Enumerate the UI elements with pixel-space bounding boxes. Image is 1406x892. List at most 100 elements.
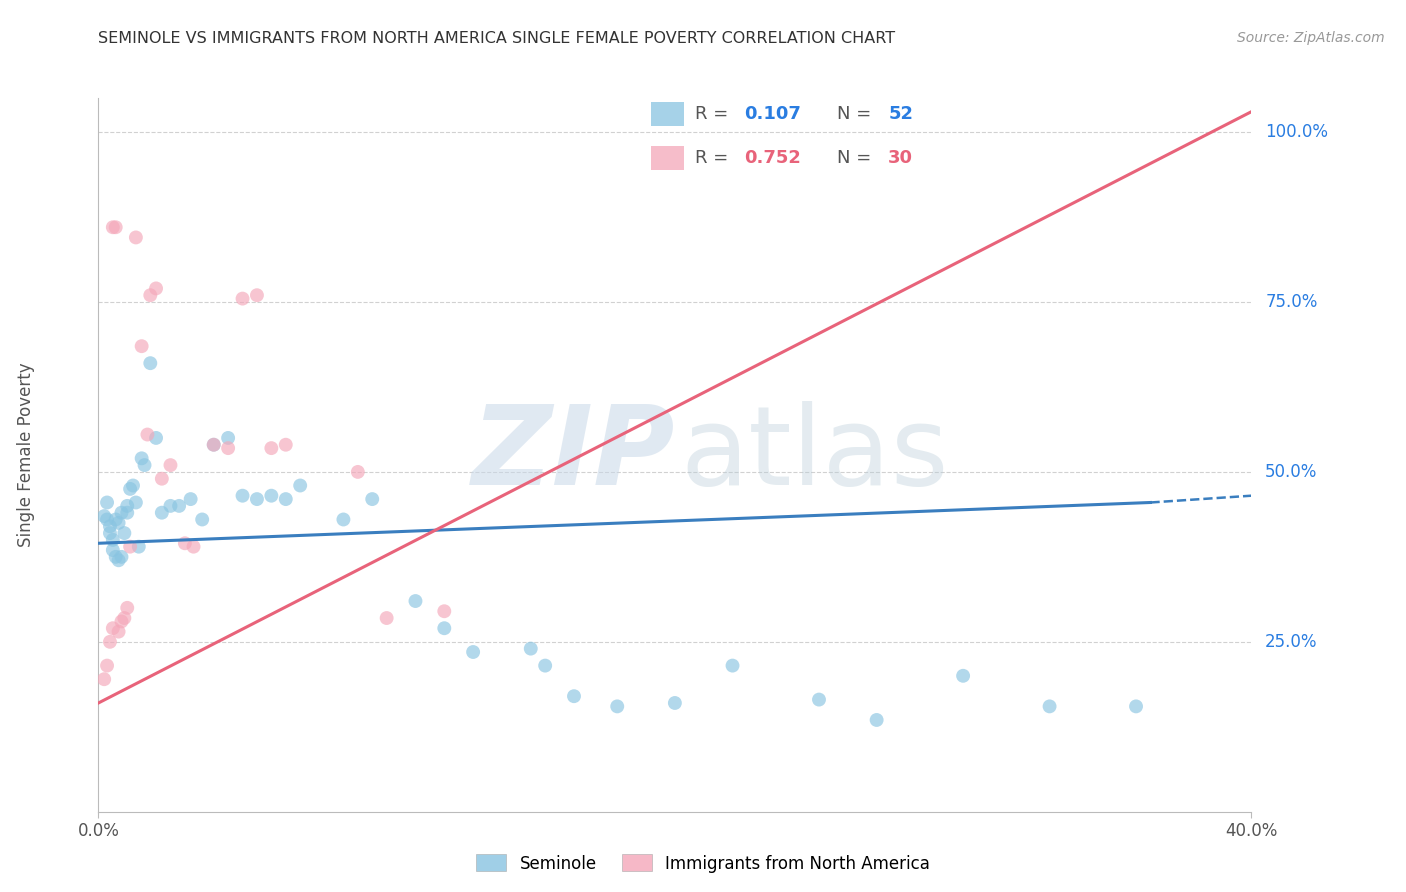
Point xyxy=(433,604,456,618)
Point xyxy=(101,621,124,635)
Point xyxy=(290,478,312,492)
Point xyxy=(117,499,138,513)
Legend: Seminole, Immigrants from North America: Seminole, Immigrants from North America xyxy=(470,847,936,880)
Point xyxy=(131,451,153,466)
Point xyxy=(1125,699,1147,714)
Point xyxy=(231,292,254,306)
Text: 50.0%: 50.0% xyxy=(1265,463,1317,481)
Point xyxy=(866,713,889,727)
Point xyxy=(93,509,115,524)
Point xyxy=(346,465,368,479)
Text: ZIP: ZIP xyxy=(471,401,675,508)
Point xyxy=(191,512,214,526)
Point xyxy=(136,427,159,442)
Text: 30: 30 xyxy=(889,149,914,167)
Point xyxy=(134,458,156,472)
Point xyxy=(112,526,135,541)
Text: N =: N = xyxy=(837,105,877,123)
Point xyxy=(260,441,283,455)
Text: 100.0%: 100.0% xyxy=(1265,123,1329,141)
Point xyxy=(112,611,135,625)
Point xyxy=(150,472,173,486)
Point xyxy=(96,495,118,509)
Text: atlas: atlas xyxy=(681,401,949,508)
Bar xyxy=(651,102,683,126)
Point xyxy=(183,540,205,554)
Point xyxy=(167,499,190,513)
Point xyxy=(98,526,121,541)
Point xyxy=(1038,699,1062,714)
Point xyxy=(274,438,297,452)
Point xyxy=(217,441,239,455)
Text: N =: N = xyxy=(837,149,877,167)
Point xyxy=(534,658,557,673)
Point xyxy=(104,549,127,564)
Point xyxy=(107,516,129,530)
Point xyxy=(174,536,197,550)
Y-axis label: Single Female Poverty: Single Female Poverty xyxy=(17,363,35,547)
Point xyxy=(96,658,118,673)
Point xyxy=(139,288,162,302)
Point xyxy=(807,692,830,706)
Text: R =: R = xyxy=(695,105,734,123)
Point xyxy=(101,220,124,235)
Point xyxy=(145,281,167,295)
Point xyxy=(952,669,974,683)
Point xyxy=(101,533,124,547)
Text: SEMINOLE VS IMMIGRANTS FROM NORTH AMERICA SINGLE FEMALE POVERTY CORRELATION CHAR: SEMINOLE VS IMMIGRANTS FROM NORTH AMERIC… xyxy=(98,31,896,46)
Point xyxy=(606,699,628,714)
Point xyxy=(98,635,121,649)
Point xyxy=(246,288,269,302)
Text: 52: 52 xyxy=(889,105,914,123)
Point xyxy=(110,506,132,520)
Point xyxy=(246,492,269,507)
Point xyxy=(461,645,484,659)
Point xyxy=(125,495,148,509)
Text: Source: ZipAtlas.com: Source: ZipAtlas.com xyxy=(1237,31,1385,45)
Point xyxy=(180,492,202,507)
Point xyxy=(96,512,118,526)
Point xyxy=(104,220,127,235)
Point xyxy=(260,489,283,503)
Point xyxy=(361,492,384,507)
Point xyxy=(117,506,138,520)
Point xyxy=(159,499,181,513)
Point xyxy=(110,549,132,564)
Point xyxy=(107,553,129,567)
Point xyxy=(93,672,115,686)
Point xyxy=(231,489,254,503)
Point xyxy=(128,540,150,554)
Point xyxy=(98,519,121,533)
Point xyxy=(110,615,132,629)
Point xyxy=(159,458,181,472)
Point xyxy=(433,621,456,635)
Point xyxy=(150,506,173,520)
Point xyxy=(274,492,297,507)
Point xyxy=(664,696,686,710)
Point xyxy=(120,540,142,554)
Point xyxy=(145,431,167,445)
Point xyxy=(125,230,148,244)
Text: 25.0%: 25.0% xyxy=(1265,632,1317,651)
Point xyxy=(202,438,225,452)
Text: 0.752: 0.752 xyxy=(744,149,801,167)
Point xyxy=(202,438,225,452)
Text: R =: R = xyxy=(695,149,734,167)
Point xyxy=(131,339,153,353)
Point xyxy=(101,543,124,558)
Bar xyxy=(651,146,683,169)
Point xyxy=(217,431,239,445)
Point xyxy=(120,482,142,496)
Point xyxy=(520,641,543,656)
Point xyxy=(104,512,127,526)
Point xyxy=(721,658,744,673)
Point xyxy=(405,594,427,608)
Point xyxy=(375,611,398,625)
Point xyxy=(562,689,585,703)
Text: 0.107: 0.107 xyxy=(744,105,801,123)
Point xyxy=(122,478,145,492)
Text: 75.0%: 75.0% xyxy=(1265,293,1317,311)
Point xyxy=(117,600,138,615)
Point xyxy=(107,624,129,639)
Point xyxy=(332,512,354,526)
